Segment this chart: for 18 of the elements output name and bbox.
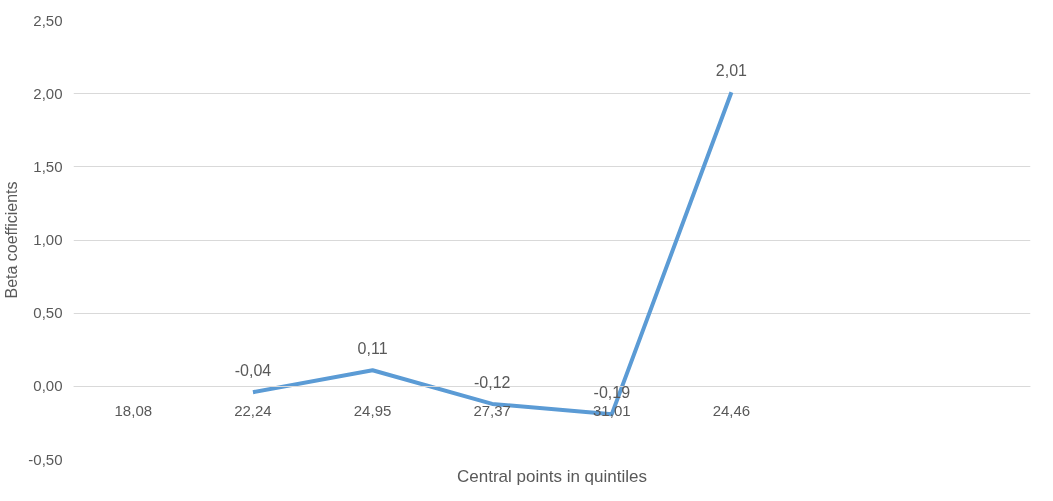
x-tick-label: 24,46 [712, 402, 751, 420]
y-tick-label: -0,50 [28, 450, 63, 468]
x-axis-title: Central points in quintiles [457, 466, 647, 486]
x-tick-label: 24,95 [353, 402, 392, 420]
y-tick-label: 2,00 [33, 84, 63, 102]
x-tick-label: 27,37 [473, 402, 511, 420]
data-label: 0,11 [357, 340, 388, 358]
data-label: -0,04 [234, 362, 272, 380]
data-label: 2,01 [715, 62, 748, 80]
y-tick-label: 0,50 [33, 304, 63, 322]
y-tick-label: 1,50 [33, 157, 63, 175]
x-tick-label: 22,24 [234, 402, 272, 420]
y-tick-label: 1,00 [33, 231, 63, 248]
data-label: -0,12 [473, 373, 511, 391]
x-tick-label: 18,08 [114, 402, 153, 420]
y-tick-label: 2,50 [33, 11, 63, 29]
y-tick-label: 0,00 [33, 377, 63, 395]
y-axis-title: Beta coefficients [3, 181, 21, 299]
